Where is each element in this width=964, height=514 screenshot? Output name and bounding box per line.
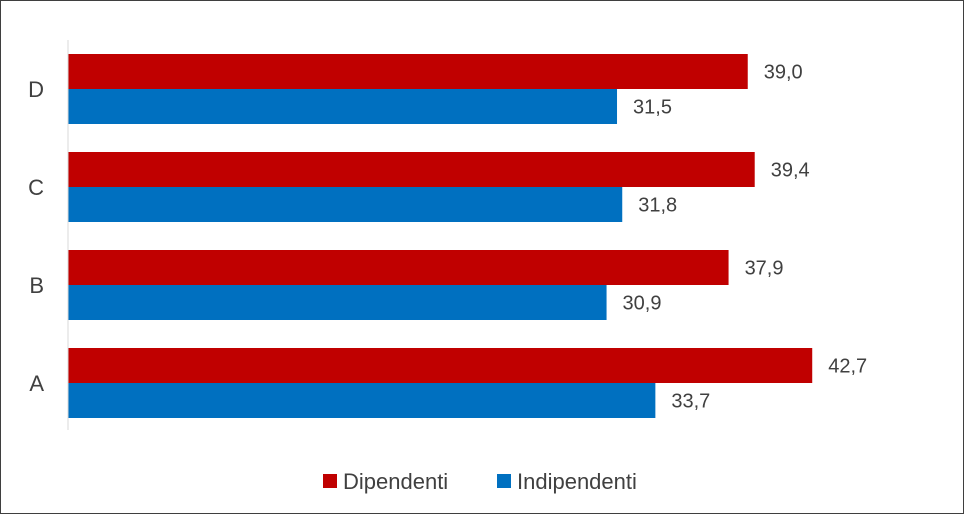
category-label-a: A bbox=[29, 371, 44, 396]
bar-dipendenti-d bbox=[68, 54, 748, 89]
bar-dipendenti-c bbox=[68, 152, 755, 187]
bar-indipendenti-c bbox=[68, 187, 623, 222]
data-label-dipendenti-b: 37,9 bbox=[745, 258, 784, 280]
data-label-dipendenti-a: 42,7 bbox=[828, 356, 867, 378]
labels-layer: A 42,7 33,7 B 37,9 30,9 C 39,4 31,8 D 39,0 31,5 bbox=[28, 62, 867, 413]
legend-swatch-indipendenti bbox=[497, 474, 511, 488]
bar-indipendenti-a bbox=[68, 383, 656, 418]
data-label-indipendenti-d: 31,5 bbox=[633, 97, 672, 119]
legend-swatch-dipendenti bbox=[323, 474, 337, 488]
bar-indipendenti-d bbox=[68, 89, 618, 124]
bar-indipendenti-b bbox=[68, 285, 607, 320]
legend-label-indipendenti: Indipendenti bbox=[517, 469, 637, 494]
bar-dipendenti-b bbox=[68, 250, 729, 285]
bars-layer bbox=[68, 54, 813, 418]
legend-label-dipendenti: Dipendenti bbox=[343, 469, 448, 494]
category-label-b: B bbox=[29, 273, 44, 298]
bar-dipendenti-a bbox=[68, 348, 813, 383]
data-label-indipendenti-a: 33,7 bbox=[671, 391, 710, 413]
legend: Dipendenti Indipendenti bbox=[323, 469, 637, 494]
data-label-dipendenti-d: 39,0 bbox=[764, 62, 803, 84]
data-label-indipendenti-b: 30,9 bbox=[623, 293, 662, 315]
data-label-indipendenti-c: 31,8 bbox=[638, 195, 677, 217]
category-label-d: D bbox=[28, 77, 44, 102]
data-label-dipendenti-c: 39,4 bbox=[771, 160, 810, 182]
category-label-c: C bbox=[28, 175, 44, 200]
